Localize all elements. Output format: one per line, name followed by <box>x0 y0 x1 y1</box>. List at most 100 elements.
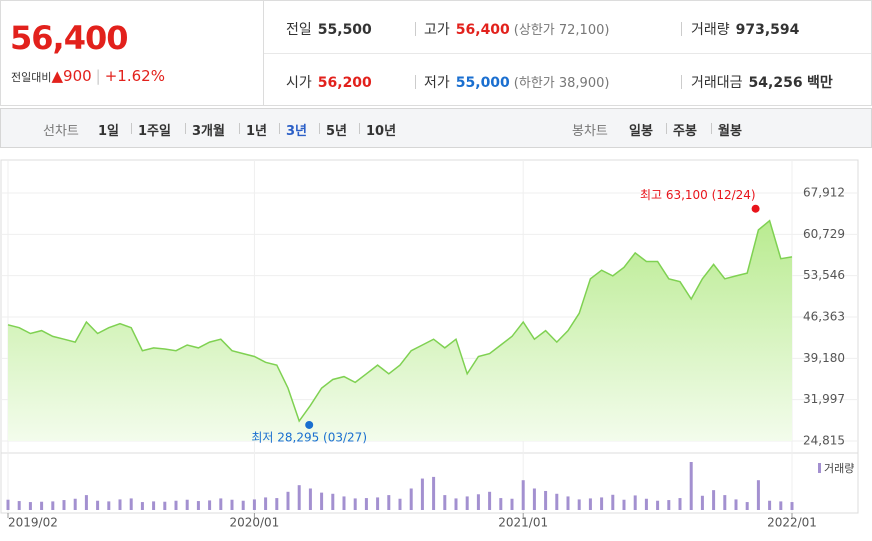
legend-label: 거래량 <box>824 462 854 475</box>
volume-bar <box>588 498 592 510</box>
y-tick-label: 46,363 <box>803 310 845 324</box>
volume-bar <box>185 499 189 510</box>
volume-bar <box>353 498 357 510</box>
volume-bar <box>768 500 772 510</box>
volume-bar <box>398 498 402 510</box>
volume-bar <box>700 495 704 510</box>
stat-note: (하한가 38,900) <box>513 76 610 91</box>
volume-bar <box>745 502 749 510</box>
stat: 거래대금 54,256 백만 <box>691 72 833 92</box>
volume-bar <box>252 499 256 510</box>
change-arrow: ▲ <box>51 67 64 85</box>
stat: 시가 56,200 <box>286 72 372 92</box>
volume-bar <box>432 476 436 510</box>
volume-bar <box>667 500 671 510</box>
volume-bar <box>633 495 637 510</box>
stat-value: 54,256 <box>748 75 803 91</box>
stat-value: 55,500 <box>317 22 372 38</box>
stat-label: 시가 <box>286 75 312 91</box>
stat-value: 56,400 <box>455 22 510 38</box>
volume-bar <box>297 485 301 510</box>
stat-label: 전일 <box>286 22 312 38</box>
change: 전일대비▲900 | +1.62% <box>11 67 165 85</box>
volume-bar <box>96 500 100 510</box>
volume-bar <box>790 502 794 510</box>
y-tick-label: 24,815 <box>803 434 845 448</box>
stat-value: 56,200 <box>317 75 372 91</box>
tab[interactable]: 3개월 <box>192 124 225 139</box>
volume-bar <box>208 500 212 510</box>
volume-bar <box>320 492 324 510</box>
volume-bar <box>577 499 581 510</box>
stat: 전일 55,500 <box>286 19 372 39</box>
chart: 24,815 31,997 39,180 46,363 53,546 60,729 67,9… <box>0 159 859 530</box>
stat-value: 973,594 <box>735 22 800 38</box>
x-tick-label: 2020/01 <box>229 516 279 530</box>
volume-bar <box>678 498 682 510</box>
change-value: 900 <box>63 67 92 85</box>
volume-bar <box>779 501 783 510</box>
volume-bar <box>51 501 55 510</box>
tab: 선차트 <box>43 124 79 139</box>
stat-label: 고가 <box>424 22 450 38</box>
area <box>8 220 792 441</box>
high-marker <box>751 204 760 213</box>
volume-bar <box>275 498 279 510</box>
volume-bar <box>241 500 245 510</box>
volume-bar <box>723 495 727 510</box>
stat-label: 거래량 <box>691 22 730 38</box>
stat-unit: 백만 <box>807 75 833 91</box>
tab[interactable]: 10년 <box>366 124 397 139</box>
volume-bar <box>376 497 380 510</box>
tab[interactable]: 5년 <box>326 124 348 139</box>
volume-bar <box>308 488 312 510</box>
volume-bar <box>230 499 234 510</box>
volume-bar <box>219 498 223 510</box>
volume-bar <box>17 501 21 510</box>
volume-bar <box>521 480 525 510</box>
period-tabs: 선차트 1일 1주일 3개월 1년 3년 5년 10년 봉차트 일봉 주봉 월봉 <box>0 108 872 148</box>
y-tick-label: 53,546 <box>803 268 845 282</box>
tab[interactable]: 1년 <box>246 124 268 139</box>
low-label: 최저 28,295 (03/27) <box>251 430 367 444</box>
stat-label: 거래대금 <box>691 75 743 91</box>
volume-bar <box>196 501 200 510</box>
y-tick-label: 67,912 <box>803 186 845 200</box>
y-tick-label: 31,997 <box>803 392 845 406</box>
volume-bar <box>712 490 716 510</box>
volume-bar <box>129 498 133 510</box>
volume-frame <box>0 452 859 514</box>
volume-bar <box>555 493 559 510</box>
volume-bar <box>689 462 693 510</box>
stat-note: (상한가 72,100) <box>513 23 610 38</box>
volume-bar <box>286 491 290 510</box>
volume-bar <box>28 502 32 510</box>
tab[interactable]: 주봉 <box>673 124 697 139</box>
change-label: 전일대비 <box>11 71 52 84</box>
tab[interactable]: 1주일 <box>138 124 171 139</box>
volume-bar <box>409 488 413 510</box>
volume-bar <box>499 498 503 510</box>
volume-bar <box>264 497 268 510</box>
x-tick-label: 2022/01 <box>767 516 817 530</box>
tab[interactable]: 3년 <box>286 124 308 139</box>
volume-bar <box>62 500 66 510</box>
volume-bar <box>73 498 77 510</box>
volume-bar <box>364 498 368 510</box>
low-marker <box>305 420 314 429</box>
tab[interactable]: 일봉 <box>629 124 653 139</box>
volume-bar <box>420 478 424 510</box>
y-tick-label: 39,180 <box>803 351 845 365</box>
tab[interactable]: 월봉 <box>718 124 742 139</box>
volume-bar <box>566 496 570 510</box>
stat: 저가 55,000 (하한가 38,900) <box>424 72 609 92</box>
volume-bar <box>756 480 760 510</box>
x-tick-label: 2019/02 <box>8 516 58 530</box>
volume-bar <box>84 495 88 510</box>
tab[interactable]: 1일 <box>98 124 120 139</box>
volume-bar <box>174 500 178 510</box>
volume-bar <box>152 501 156 510</box>
volume-bar <box>331 493 335 510</box>
volume-bar <box>163 501 167 510</box>
